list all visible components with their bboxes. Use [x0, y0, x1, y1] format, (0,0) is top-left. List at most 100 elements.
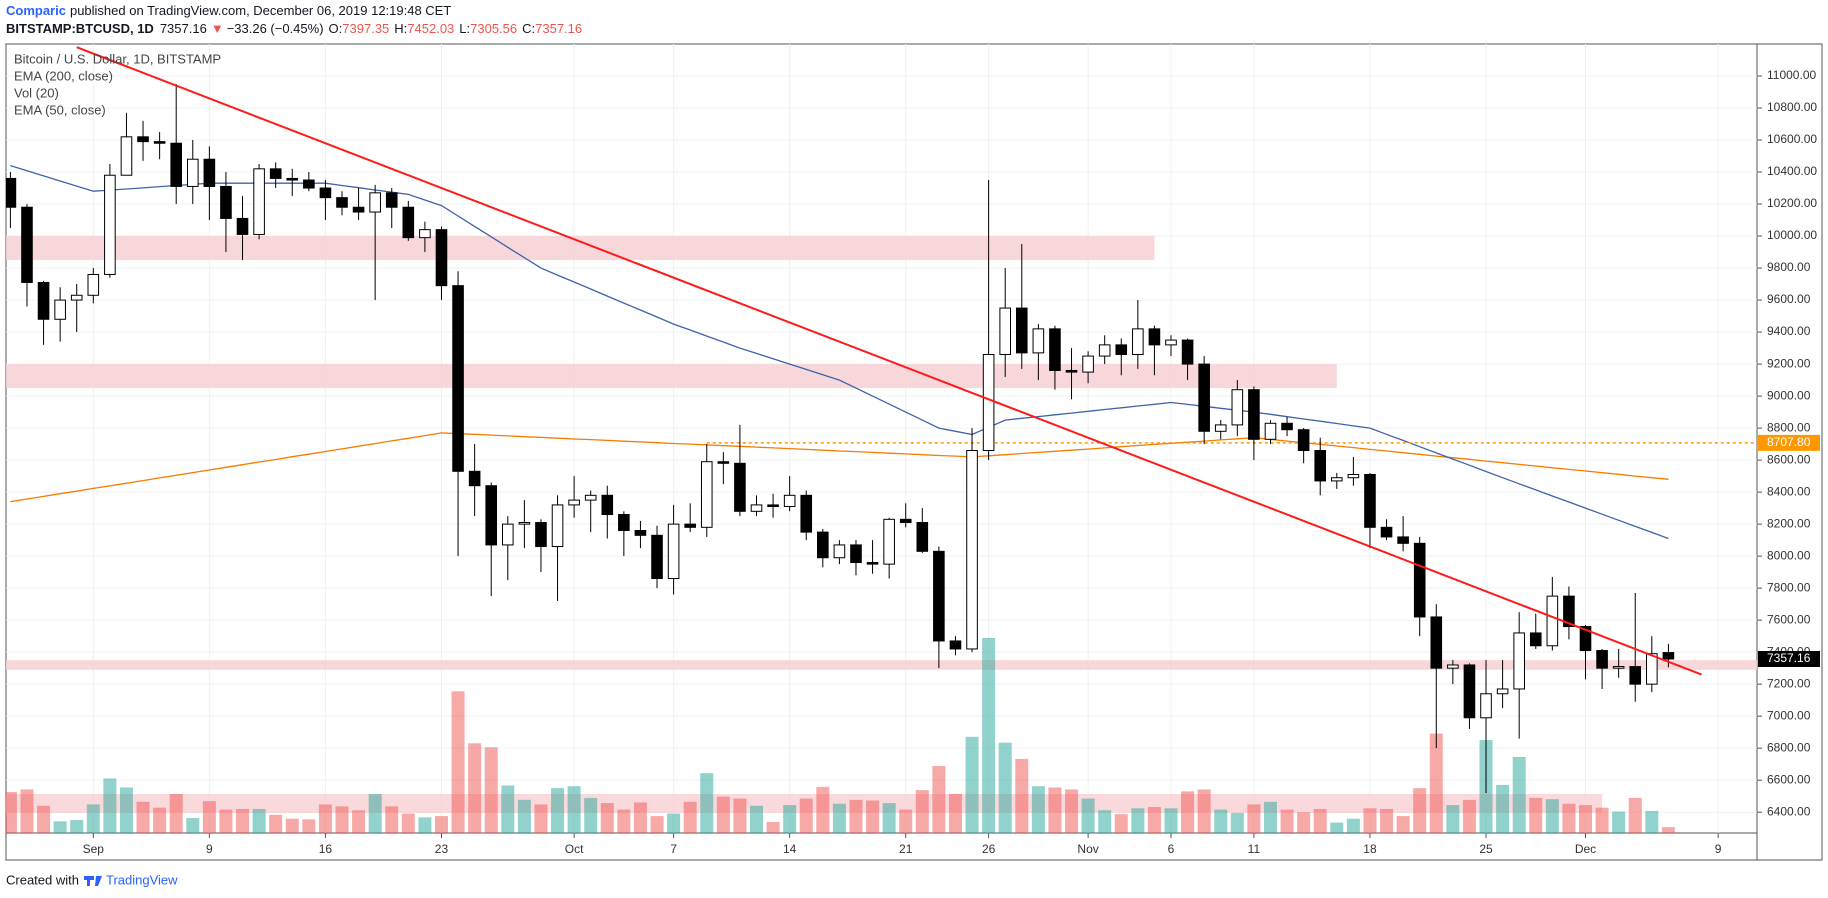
candle-body — [170, 142, 182, 187]
level-price-box — [1758, 434, 1820, 451]
legend-volume: Vol (20) — [14, 85, 59, 100]
volume-bar — [633, 802, 647, 833]
volume-bar — [932, 766, 946, 833]
candle-body — [1264, 422, 1277, 440]
candle-body — [1032, 328, 1045, 354]
candle-body — [1231, 389, 1244, 426]
level-price-label: 8707.80 — [1767, 435, 1811, 449]
volume-bar — [1230, 812, 1244, 833]
axes: 6400.006600.006800.007000.007200.007400.… — [83, 68, 1820, 856]
last-price: 7357.16 — [160, 21, 207, 36]
x-tick-label: 18 — [1363, 842, 1377, 856]
last-price-label: 7357.16 — [1767, 651, 1811, 665]
volume-bar — [501, 785, 515, 833]
footer-brand[interactable]: TradingView — [106, 872, 178, 887]
candle-body — [1529, 632, 1542, 647]
volume-bar — [1181, 791, 1195, 833]
volume-bar — [584, 797, 598, 833]
high-value: 7452.03 — [407, 21, 454, 36]
candle-body — [535, 522, 547, 548]
candle-body — [1165, 339, 1177, 346]
volume-bar — [1330, 822, 1344, 833]
volume-bar — [451, 691, 465, 833]
y-tick-label: 9200.00 — [1767, 356, 1811, 370]
y-tick-label: 11000.00 — [1767, 68, 1816, 82]
candle-body — [120, 136, 133, 176]
volume-bar — [899, 809, 913, 833]
candle-body — [153, 141, 166, 144]
volume-bar — [1214, 809, 1228, 833]
volume-bar — [1396, 816, 1410, 833]
candle-body — [502, 523, 514, 546]
volume-bar — [650, 816, 664, 833]
candle-body — [1496, 688, 1509, 695]
candle-body — [385, 192, 398, 208]
candle-body — [1463, 664, 1476, 719]
volume-bar — [600, 803, 614, 833]
candle-body — [1629, 666, 1642, 685]
y-tick-label: 7800.00 — [1767, 580, 1811, 594]
volume-bar — [70, 820, 84, 833]
candle-body — [899, 518, 912, 524]
high-label: H: — [394, 21, 407, 36]
candle-body — [54, 299, 66, 320]
y-tick-label: 10600.00 — [1767, 132, 1817, 146]
volume-bar — [1413, 788, 1427, 833]
volume-bar — [849, 799, 863, 833]
candle-body — [1347, 474, 1360, 479]
candle-body — [303, 179, 315, 189]
y-tick-label: 7000.00 — [1767, 708, 1811, 722]
volume-bar — [285, 818, 299, 833]
volume-bar — [368, 794, 382, 833]
price-zone — [6, 364, 1337, 389]
candle-body — [137, 136, 149, 143]
candle-body — [319, 187, 332, 199]
volume-bar — [733, 798, 747, 833]
candle-body — [750, 504, 763, 512]
volume-bar — [716, 796, 730, 833]
price-zone — [6, 660, 1757, 670]
volume-bar — [6, 792, 17, 833]
volume-bar — [1247, 804, 1261, 833]
candle-body — [1447, 664, 1459, 669]
volume-bar — [1065, 789, 1079, 833]
candle-body — [999, 307, 1012, 355]
x-tick-label: 14 — [783, 842, 797, 856]
y-tick-label: 8000.00 — [1767, 548, 1811, 562]
volume-bar — [700, 773, 714, 833]
candle-body — [1248, 389, 1260, 440]
chart-frame — [5, 43, 1823, 861]
volume-bar — [1081, 798, 1095, 833]
volume-bar — [236, 808, 250, 833]
ema-line — [10, 432, 1669, 503]
volume-bar — [1645, 810, 1659, 833]
volume-bar — [766, 821, 780, 833]
candle-body — [37, 281, 50, 320]
volume-bar — [335, 806, 349, 833]
volume-bar — [269, 814, 283, 833]
x-tick-label: 21 — [899, 842, 913, 856]
y-tick-label: 9600.00 — [1767, 292, 1811, 306]
candle-body — [883, 518, 895, 565]
y-tick-label: 10200.00 — [1767, 196, 1817, 210]
x-tick-label: 7 — [670, 842, 677, 856]
x-tick-label: Sep — [83, 842, 105, 856]
candle-body — [1397, 536, 1409, 544]
volume-bar — [783, 805, 797, 833]
candle-body — [568, 499, 580, 506]
author[interactable]: Comparic — [6, 3, 66, 18]
volume-bar — [119, 787, 133, 833]
volume-bar — [352, 810, 366, 833]
volume-bar — [1496, 784, 1510, 833]
volume-bar — [534, 804, 548, 833]
header-line-2: BITSTAMP:BTCUSD, 1D 7357.16 ▼ −33.26 (−0.45… — [6, 21, 582, 36]
volume-bar — [1579, 805, 1592, 833]
candle-body — [269, 168, 282, 179]
candle-body — [1331, 477, 1343, 482]
volume-bar — [20, 789, 34, 833]
volume-bar — [86, 804, 100, 833]
candle-body — [551, 504, 564, 548]
candle-body — [817, 531, 829, 559]
candle-body — [518, 522, 531, 525]
